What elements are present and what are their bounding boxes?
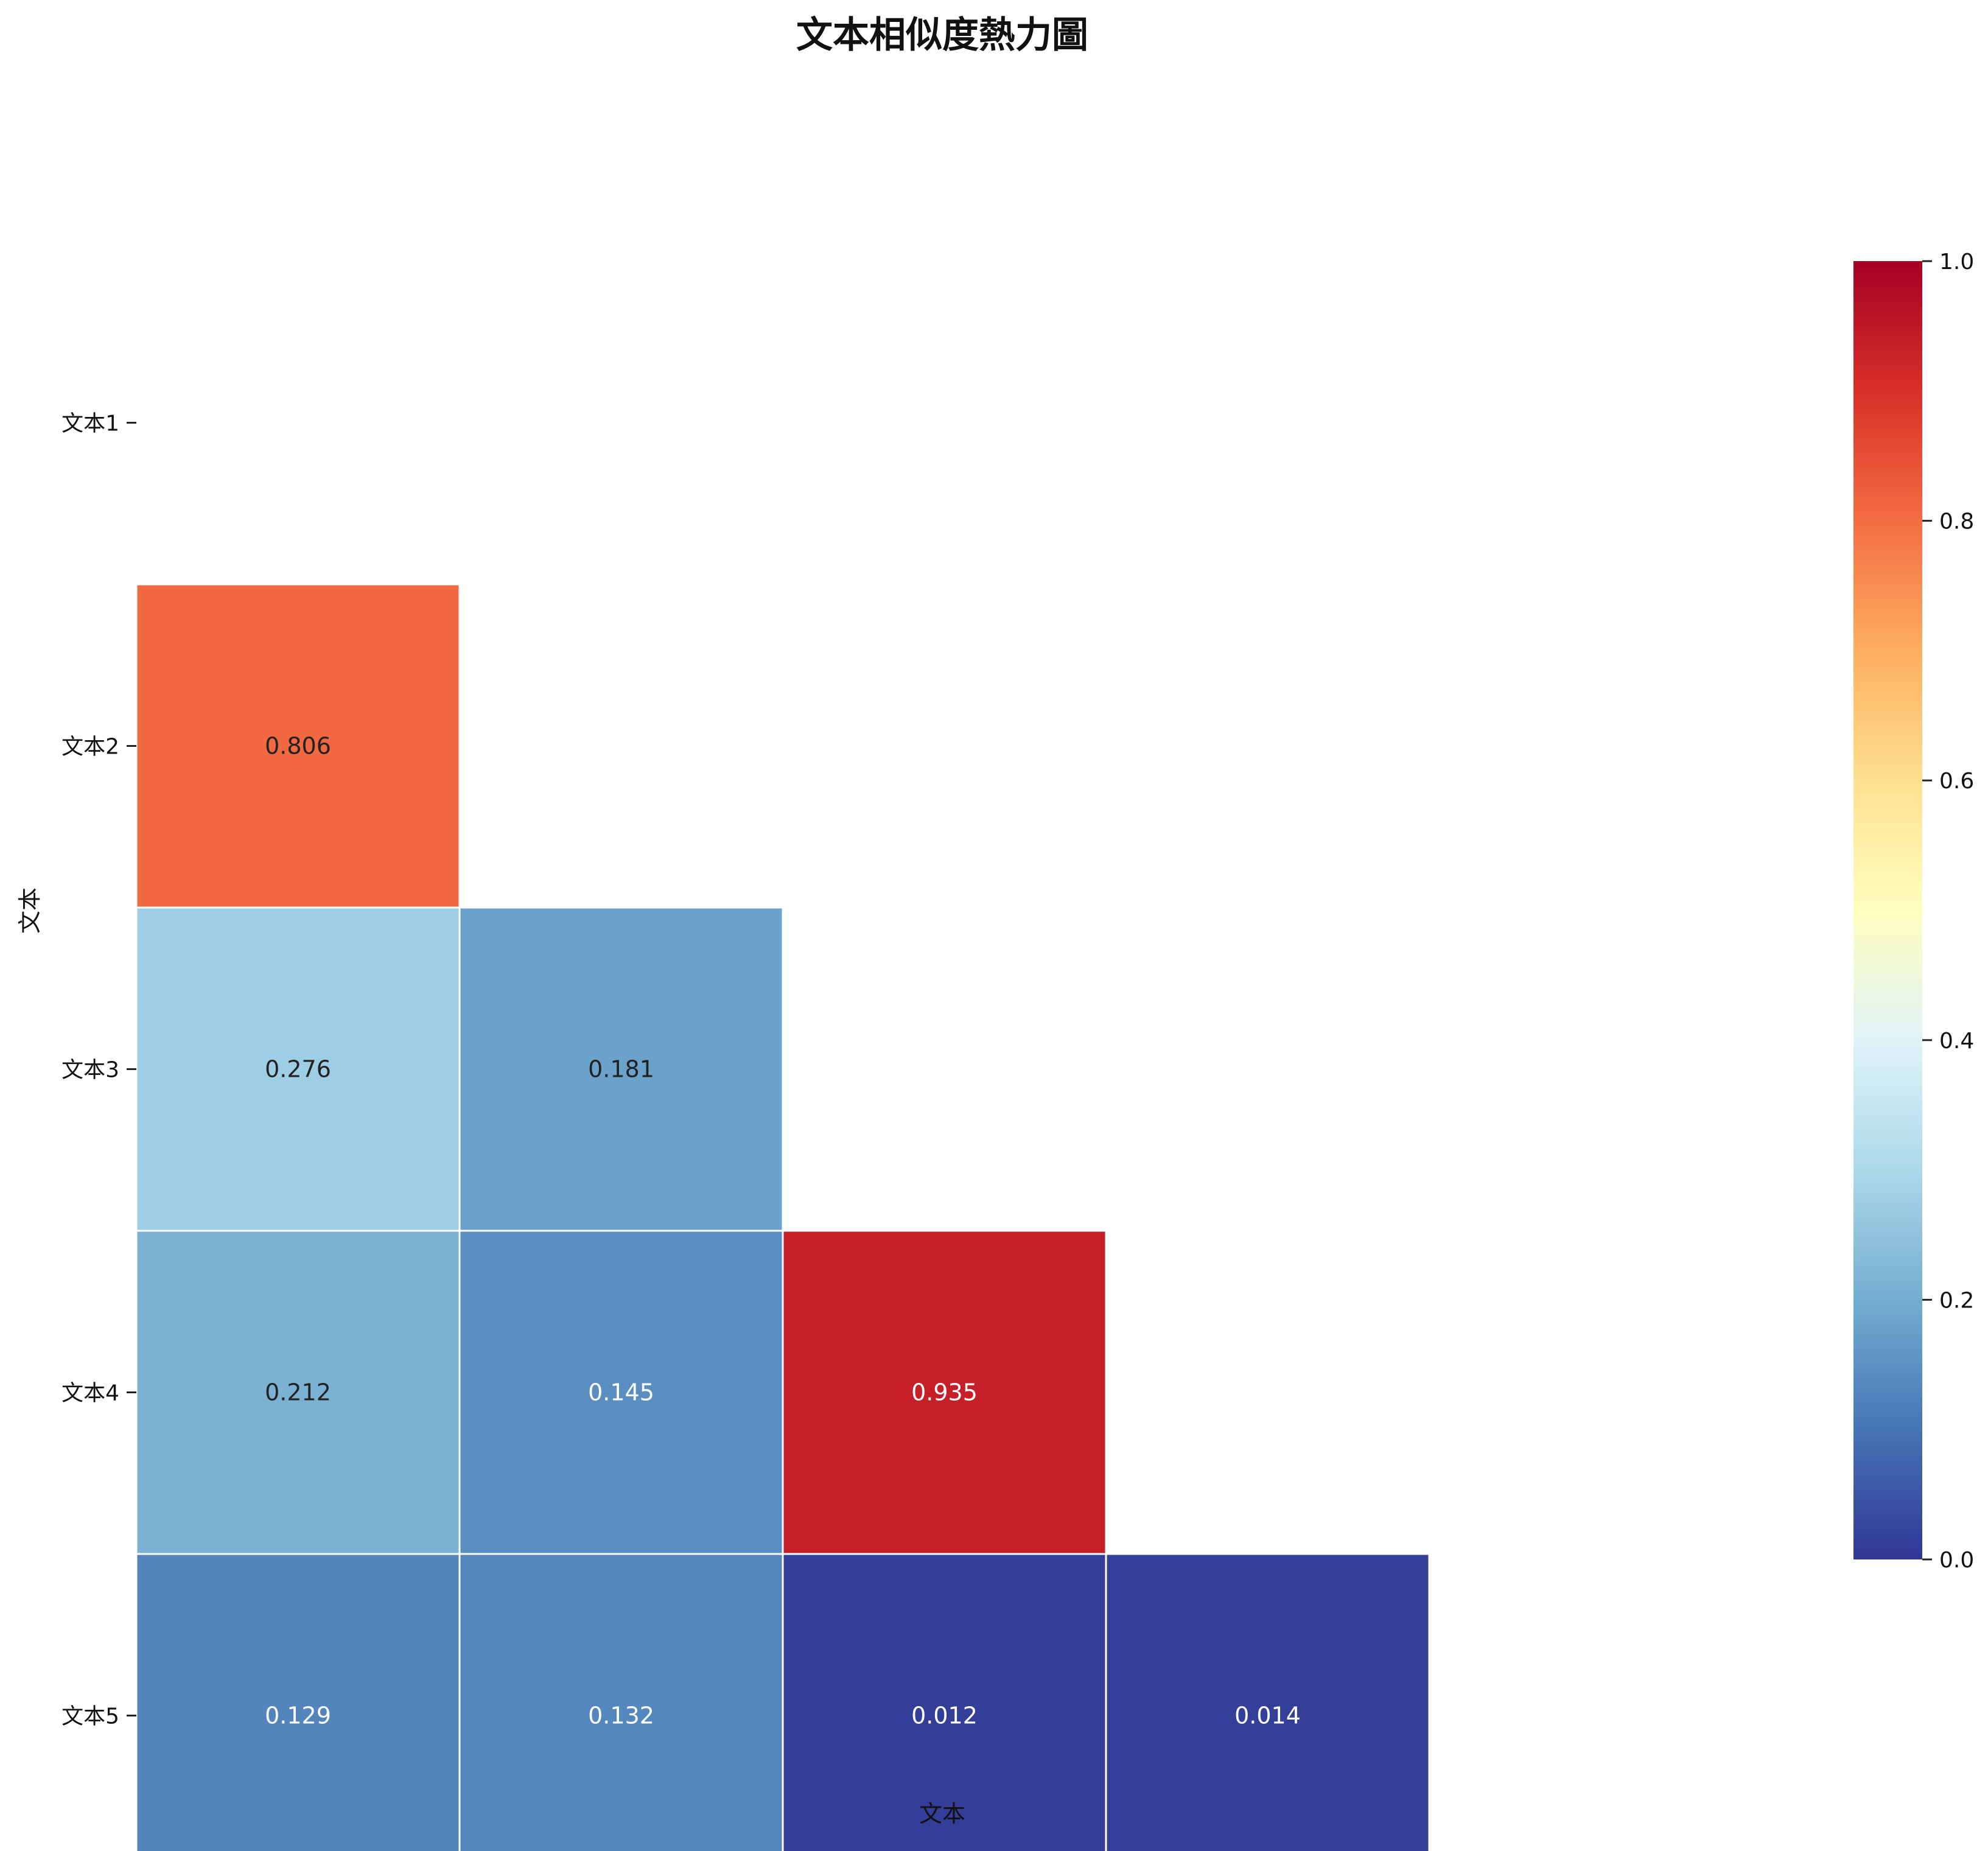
y-tick-label: 文本1 [61,411,119,436]
cell-value-label: 0.014 [1234,1702,1301,1729]
cell-value-label: 0.276 [265,1056,331,1083]
cell-value-label: 0.212 [265,1379,331,1406]
y-tick-label: 文本4 [61,1381,119,1406]
colorbar-tick-label: 0.4 [1939,1029,1974,1054]
colorbar-tick-label: 0.6 [1939,769,1974,794]
y-tick-label: 文本2 [61,735,119,760]
y-tick-label: 文本3 [61,1058,119,1083]
heatmap-cell [135,1553,461,1851]
heatmap-cell [1105,1553,1430,1851]
heatmap-cell [135,1230,461,1555]
heatmap-cell [135,583,461,909]
cell-value-label: 0.012 [911,1702,978,1729]
cell-value-label: 0.806 [265,733,331,760]
heatmap-cells: 0.806 0.276 0.181 0.212 0.145 0.935 0.129 0.132… [135,583,1430,1851]
y-axis-ticks: 文本1 文本2 文本3 文本4 文本5 [61,411,136,1729]
colorbar [1853,261,1922,1559]
y-tick-label: 文本5 [61,1704,119,1729]
colorbar-tick-label: 0.8 [1939,509,1974,534]
heatmap-cell [782,1553,1107,1851]
colorbar-tick-label: 1.0 [1939,250,1974,275]
x-axis-label: 文本 [919,1800,965,1827]
chart-title: 文本相似度熱力圖 [796,14,1088,57]
cell-value-label: 0.145 [588,1379,654,1406]
heatmap-cell [458,906,784,1232]
cell-value-label: 0.935 [911,1379,978,1406]
cell-value-label: 0.129 [265,1702,331,1729]
heatmap-cell [135,906,461,1232]
heatmap-cell [458,1553,784,1851]
colorbar-ticks: 0.0 0.2 0.4 0.6 0.8 1.0 [1922,250,1974,1573]
cell-value-label: 0.132 [588,1702,654,1729]
heatmap-cell [782,1230,1107,1555]
heatmap-cell [458,1230,784,1555]
colorbar-tick-label: 0.0 [1939,1548,1974,1573]
colorbar-tick-label: 0.2 [1939,1288,1974,1313]
y-axis-label: 文本 [16,887,43,934]
cell-value-label: 0.181 [588,1056,654,1083]
